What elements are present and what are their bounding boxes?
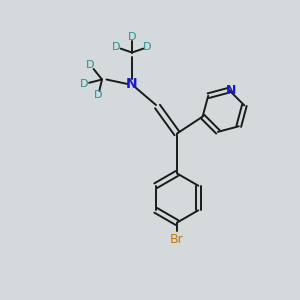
Text: D: D (128, 32, 136, 42)
Text: D: D (112, 42, 121, 52)
Text: D: D (80, 79, 89, 89)
Text: Br: Br (170, 232, 184, 246)
Text: D: D (94, 90, 103, 100)
Text: N: N (225, 84, 236, 97)
Text: N: N (126, 77, 138, 91)
Text: D: D (86, 60, 95, 70)
Text: D: D (143, 42, 152, 52)
